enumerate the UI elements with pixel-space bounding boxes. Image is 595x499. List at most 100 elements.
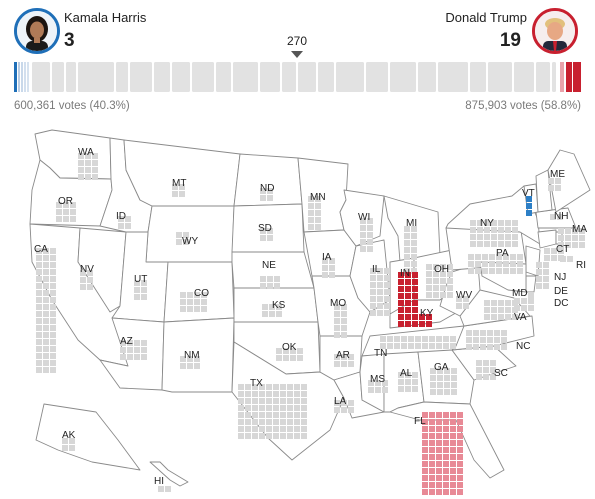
vote-tile-or	[63, 202, 69, 208]
vote-tile-ar	[348, 354, 354, 360]
vote-tile-wi	[367, 239, 373, 245]
vote-tile-va	[505, 300, 511, 306]
vote-tile-co	[180, 299, 186, 305]
vote-tile-ne	[260, 283, 266, 289]
vote-tile-ny	[470, 227, 476, 233]
vote-tile-oh	[440, 285, 446, 291]
vote-tile-nc	[487, 344, 493, 350]
vote-tile-ga	[444, 368, 450, 374]
vote-tile-la	[348, 400, 354, 406]
vote-tile-tx	[245, 391, 251, 397]
vote-tile-ma	[579, 235, 585, 241]
vote-tile-ny	[498, 227, 504, 233]
vote-tile-vt	[526, 203, 532, 209]
vote-tile-in	[412, 307, 418, 313]
vote-tile-ms	[368, 387, 374, 393]
vote-tile-tn	[380, 336, 386, 342]
vote-tile-in	[405, 286, 411, 292]
vote-tile-ia	[322, 272, 328, 278]
vote-tile-me	[548, 185, 554, 191]
bar-segment-uncalled-0	[32, 62, 50, 92]
vote-tile-il	[370, 296, 376, 302]
vote-tile-ny	[470, 234, 476, 240]
vote-tile-ok	[276, 348, 282, 354]
vote-tile-tx	[280, 398, 286, 404]
vote-tile-ca	[50, 304, 56, 310]
state-hi[interactable]	[149, 461, 189, 487]
state-nv[interactable]	[77, 227, 127, 313]
vote-tile-ma	[565, 228, 571, 234]
state-label-mo: MO	[330, 298, 346, 309]
vote-tile-ne	[274, 283, 280, 289]
state-label-mn: MN	[310, 192, 326, 203]
vote-tile-ks	[276, 311, 282, 317]
vote-tile-ar	[341, 361, 347, 367]
vote-tile-fl	[457, 461, 463, 467]
vote-tile-tx	[238, 419, 244, 425]
vote-tile-ca	[50, 276, 56, 282]
vote-tile-nd	[260, 195, 266, 201]
vote-tile-tx	[294, 384, 300, 390]
vote-tile-in	[412, 300, 418, 306]
vote-tile-nc	[466, 344, 472, 350]
vote-tile-wv	[456, 296, 462, 302]
vote-tile-nv	[80, 277, 86, 283]
vote-tile-ky	[398, 314, 404, 320]
state-wy[interactable]	[145, 205, 235, 263]
vote-tile-al	[398, 386, 404, 392]
vote-tile-fl	[429, 440, 435, 446]
vote-tile-ga	[430, 368, 436, 374]
vote-tile-pa	[496, 261, 502, 267]
vote-tile-ga	[451, 382, 457, 388]
vote-tile-mn	[315, 224, 321, 230]
state-ak[interactable]	[35, 403, 141, 471]
vote-tile-il	[377, 303, 383, 309]
vote-tile-ny	[484, 241, 490, 247]
vote-tile-md	[521, 298, 527, 304]
state-label-nc: NC	[516, 341, 530, 352]
state-label-tx: TX	[250, 378, 263, 389]
vote-tile-nj	[536, 276, 542, 282]
vote-tile-nd	[267, 188, 273, 194]
vote-tile-va	[484, 314, 490, 320]
vote-tile-or	[63, 209, 69, 215]
vote-tile-tx	[259, 398, 265, 404]
bar-segment-uncalled-14	[318, 62, 334, 92]
vote-tile-il	[384, 275, 390, 281]
vote-tile-il	[370, 282, 376, 288]
vote-tile-ks	[262, 304, 268, 310]
vote-tile-wi	[360, 232, 366, 238]
vote-tile-wa	[78, 153, 84, 159]
vote-tile-wy	[183, 239, 189, 245]
vote-tile-il	[384, 289, 390, 295]
vote-tile-ca	[50, 311, 56, 317]
vote-tile-az	[120, 340, 126, 346]
vote-tile-la	[334, 400, 340, 406]
vote-tile-fl	[429, 482, 435, 488]
bar-segment-uncalled-21	[488, 62, 512, 92]
state-ct[interactable]	[537, 229, 557, 249]
state-label-ms: MS	[370, 374, 385, 385]
vote-tile-tx	[301, 398, 307, 404]
vote-tile-mt	[172, 184, 178, 190]
bar-segment-uncalled-10	[233, 62, 258, 92]
vote-tile-sc	[490, 367, 496, 373]
state-label-mt: MT	[172, 178, 186, 189]
harris-electoral-votes: 3	[64, 30, 75, 51]
vote-tile-ky	[412, 314, 418, 320]
state-nm[interactable]	[161, 317, 235, 393]
vote-tile-pa	[510, 268, 516, 274]
vote-tile-nm	[194, 363, 200, 369]
state-me[interactable]	[547, 149, 591, 213]
vote-tile-md	[528, 298, 534, 304]
vote-tile-ny	[477, 227, 483, 233]
trump-popular-votes: 875,903 votes (58.8%)	[465, 100, 581, 112]
vote-tile-nc	[473, 337, 479, 343]
vote-tile-ca	[36, 339, 42, 345]
vote-tile-ia	[322, 265, 328, 271]
bar-segment-uncalled-8	[192, 62, 214, 92]
vote-tile-fl	[450, 433, 456, 439]
vote-tile-md	[514, 305, 520, 311]
vote-tile-fl	[422, 482, 428, 488]
state-label-ca: CA	[34, 244, 48, 255]
